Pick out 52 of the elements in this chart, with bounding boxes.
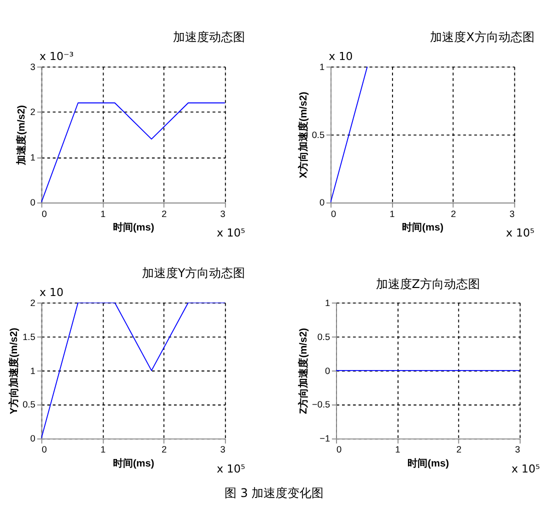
text: x 10 (39, 286, 64, 300)
y-axis-title: 加速度(m/s2) (16, 105, 28, 166)
text: x 10⁵ (216, 226, 246, 240)
x-axis-title: 时间(ms) (112, 458, 154, 470)
y-axis-title: X方向加速度(m/s2) (297, 92, 310, 178)
text: x 10⁵ (511, 462, 540, 476)
x-tick-label: 0 (42, 444, 47, 455)
x-axis-title: 时间(ms) (112, 222, 154, 234)
x-tick-label: 1 (395, 444, 400, 455)
y-tick-label: 3 (30, 62, 36, 72)
y-tick-label: 0 (324, 366, 330, 376)
x-tick-label: 3 (515, 444, 520, 455)
caption: 图 3 加速度变化图 (224, 486, 324, 500)
y-tick-label: 1 (30, 366, 36, 376)
x-axis-title: 时间(ms) (408, 458, 449, 470)
y-tick-label: 1 (319, 62, 325, 72)
chart-title: 加速度动态图 (173, 30, 246, 44)
y-axis-title: Y方向加速度(m/s2) (8, 328, 20, 414)
y-tick-label: 1 (324, 298, 330, 308)
text: x 10 (328, 50, 353, 64)
y-tick-label: 0.5 (22, 400, 36, 410)
chart-title: 加速度Y方向动态图 (142, 266, 246, 280)
y-tick-label: −1 (320, 434, 330, 444)
x-tick-label: 2 (450, 208, 456, 219)
y-tick-label: −0.5 (312, 400, 330, 410)
y-tick-label: 0 (319, 198, 325, 208)
text: x 10⁵ (506, 226, 534, 240)
x-tick-label: 1 (100, 208, 106, 219)
x-tick-label: 3 (220, 444, 226, 455)
y-tick-label: 0.5 (312, 130, 325, 140)
y-tick-label: 1.5 (22, 332, 36, 342)
x-tick-label: 0 (336, 444, 342, 455)
text: x 10⁵ (216, 462, 246, 476)
x-tick-label: 2 (162, 444, 167, 455)
x-tick-label: 0 (42, 208, 47, 219)
chart-title: 加速度Z方向动态图 (376, 276, 480, 291)
x-tick-label: 1 (390, 208, 395, 219)
y-tick-label: 1 (30, 152, 36, 162)
y-tick-label: 0 (30, 198, 36, 208)
x-tick-label: 2 (162, 208, 167, 219)
x-axis-title: 时间(ms) (402, 222, 444, 234)
x-tick-label: 3 (510, 208, 515, 219)
x-tick-label: 1 (100, 444, 106, 455)
x-tick-label: 2 (456, 444, 462, 455)
y-tick-label: 0.5 (317, 332, 330, 342)
chart-title: 加速度X方向动态图 (430, 30, 534, 44)
y-tick-label: 2 (30, 298, 36, 308)
y-tick-label: 0 (30, 434, 36, 444)
y-tick-label: 2 (30, 107, 36, 118)
text: x 10⁻³ (39, 50, 74, 64)
x-tick-label: 3 (220, 208, 226, 219)
y-axis-title: Z方向加速度(m/s2) (297, 328, 310, 414)
